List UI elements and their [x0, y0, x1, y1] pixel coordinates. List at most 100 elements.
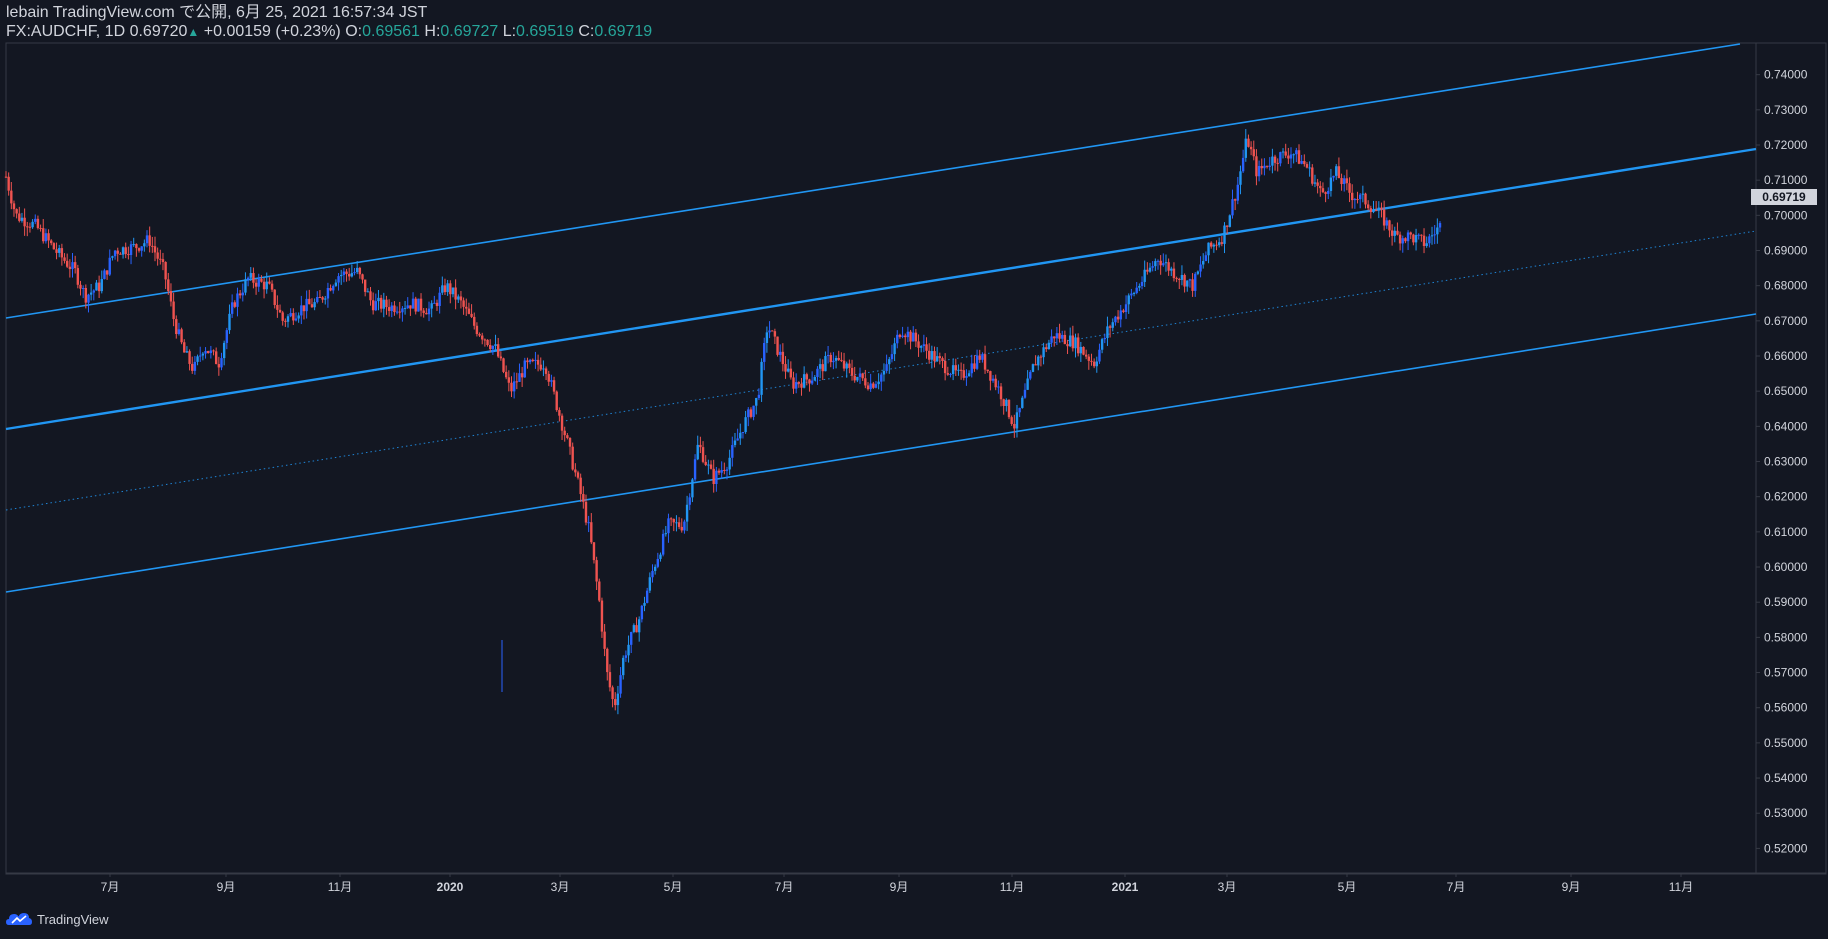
candle-up: [640, 605, 644, 620]
candle-down: [459, 296, 463, 301]
candle-up: [411, 298, 415, 309]
candle-up: [457, 296, 460, 300]
time-tick-label: 5月: [664, 880, 683, 894]
candle-down: [302, 305, 306, 312]
candle-down: [1108, 326, 1112, 328]
candle-down: [489, 344, 492, 349]
candle-down: [414, 298, 417, 312]
candle-down: [842, 360, 846, 369]
candle-up: [228, 313, 231, 331]
time-tick-label: 9月: [890, 880, 909, 894]
candle-down: [773, 331, 777, 337]
candle-up: [733, 440, 737, 446]
candle-down: [584, 501, 588, 523]
candle-down: [1364, 193, 1367, 205]
candle-down: [959, 369, 963, 371]
candle-down: [473, 316, 476, 326]
candle-down: [866, 385, 870, 390]
candle-down: [1116, 316, 1120, 320]
candle-up: [1194, 273, 1197, 291]
candle-down: [1249, 146, 1253, 150]
chart-header: lebain TradingView.com で公開, 6月 25, 2021 …: [6, 3, 652, 42]
candle-up: [334, 282, 338, 286]
price-tick-label: 0.57000: [1764, 666, 1808, 680]
candle-up: [1079, 346, 1083, 354]
candle-down: [829, 354, 832, 363]
channel-line-upper[interactable]: [5, 43, 1741, 319]
candle-up: [906, 331, 910, 338]
candle-down: [1337, 166, 1341, 179]
candle-down: [419, 298, 423, 311]
candle-up: [1372, 210, 1375, 213]
candle-down: [28, 226, 32, 228]
symbol-label[interactable]: FX:AUDCHF, 1D: [6, 23, 126, 40]
candle-down: [398, 311, 401, 313]
price-change: +0.00159 (+0.23%): [203, 23, 341, 40]
candle-down: [1159, 260, 1162, 266]
candle-up: [643, 602, 646, 606]
candle-down: [1390, 230, 1394, 236]
channel-line-middle[interactable]: [5, 147, 1757, 431]
candle-up: [1042, 347, 1045, 358]
candle-up: [1212, 244, 1216, 247]
candle-up: [696, 444, 699, 460]
footer-brand[interactable]: TradingView: [6, 911, 109, 927]
candle-up: [406, 305, 409, 309]
candle-down: [800, 383, 803, 388]
candle-up: [316, 296, 319, 303]
candle-up: [845, 363, 848, 369]
candle-up: [1130, 293, 1133, 296]
ohlc-legend[interactable]: FX:AUDCHF, 1D 0.69720▲ +0.00159 (+0.23%)…: [6, 22, 652, 42]
candle-down: [544, 368, 548, 374]
candle-down: [363, 279, 367, 292]
candle-up: [34, 218, 37, 222]
candle-up: [433, 302, 436, 304]
candle-down: [1233, 199, 1237, 201]
candle-down: [603, 631, 606, 649]
time-tick-label: 7月: [1447, 880, 1466, 894]
candle-up: [1217, 242, 1221, 246]
candle-up: [965, 376, 968, 378]
candle-down: [946, 373, 950, 375]
candle-up: [58, 248, 61, 253]
candle-down: [1374, 210, 1378, 212]
time-tick-label: 11月: [328, 880, 352, 894]
candle-down: [65, 260, 69, 267]
candle-down: [507, 377, 511, 383]
time-axis[interactable]: 7月 9月 11月 2020 3月 5月 7月 9月 11月 2021 3月 5月 7月 9月 11月: [101, 873, 1694, 894]
channel-lines[interactable]: [5, 43, 1757, 593]
candle-up: [874, 384, 878, 388]
candle-up: [1207, 242, 1210, 256]
candle-down: [63, 257, 66, 261]
candle-down: [214, 351, 218, 365]
candle-down: [1010, 417, 1013, 424]
candle-up: [731, 445, 734, 458]
candle-down: [116, 250, 119, 254]
candle-up: [1151, 266, 1154, 268]
candle-down: [933, 351, 936, 362]
candle-down: [576, 472, 580, 478]
candle-up: [645, 590, 649, 603]
channel-line-lower[interactable]: [5, 313, 1757, 593]
candle-down: [254, 282, 258, 287]
candle-up: [265, 281, 268, 290]
price-axis[interactable]: 0.74000 0.73000 0.72000 0.71000 0.70000 0.690…: [1756, 68, 1808, 856]
candle-down: [1404, 238, 1407, 242]
channel-line-midline-dotted[interactable]: [5, 230, 1757, 511]
candle-up: [1127, 295, 1130, 305]
price-tick-label: 0.65000: [1764, 384, 1808, 398]
candle-down: [180, 329, 183, 343]
candle-down: [1380, 207, 1383, 210]
candle-down: [1220, 242, 1224, 244]
candle-down: [927, 350, 931, 360]
candle-down: [962, 370, 965, 378]
candle-down: [1388, 220, 1391, 231]
candle-up: [1436, 227, 1439, 235]
candle-up: [651, 570, 654, 578]
candle-up: [145, 235, 149, 244]
candle-down: [677, 522, 681, 527]
candle-up: [1061, 334, 1064, 339]
candle-up: [802, 374, 806, 388]
candle-down: [983, 354, 987, 370]
